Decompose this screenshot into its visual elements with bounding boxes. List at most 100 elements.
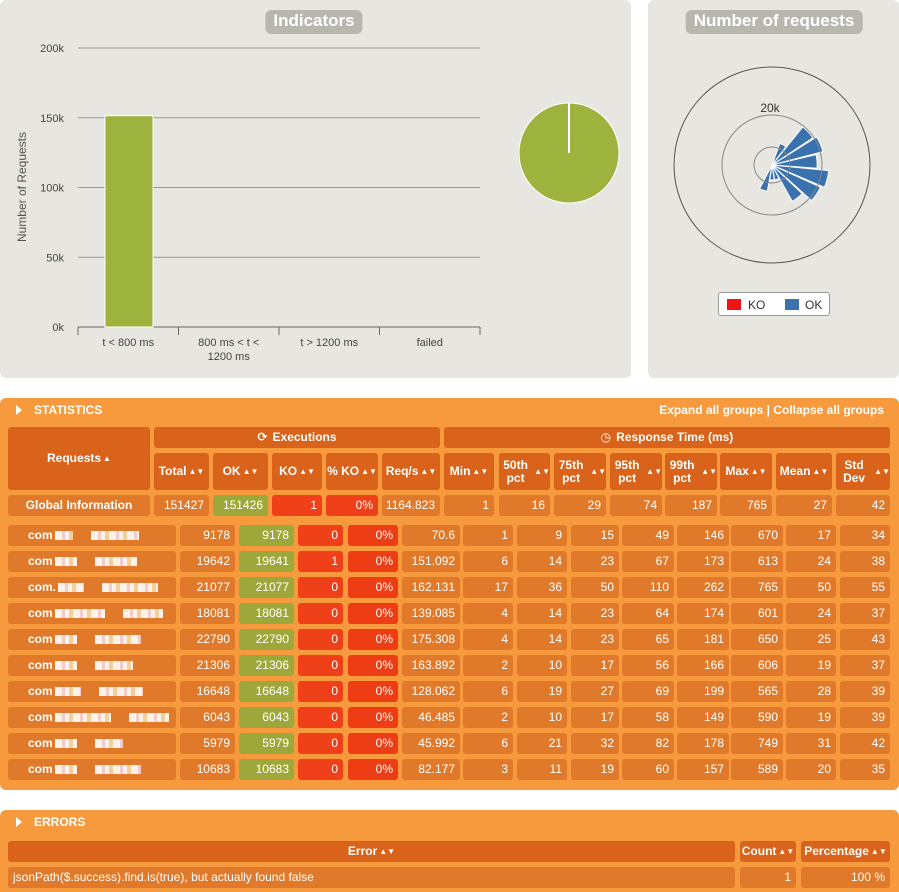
request-name-cell[interactable]: com	[8, 707, 176, 728]
row-cell-req-s: 128.062	[402, 681, 460, 702]
request-name-cell[interactable]: com	[8, 551, 176, 572]
group-separator: |	[763, 403, 774, 417]
legend-ko-swatch	[727, 299, 741, 310]
row-cell-ok: 6043	[239, 707, 294, 728]
indicators-title: Indicators	[265, 10, 363, 34]
request-name-cell[interactable]: com	[8, 733, 176, 754]
row-cell-50th-pct: 14	[517, 629, 567, 650]
column-header-ko[interactable]: KO ▲▼	[272, 453, 322, 490]
sort-asc-icon: ▲	[103, 454, 111, 463]
row-cell-max: 749	[731, 733, 783, 754]
polar-bar-2[interactable]	[771, 126, 814, 166]
column-header-max[interactable]: Max ▲▼	[720, 453, 772, 490]
column-header-req-s[interactable]: Req/s ▲▼	[382, 453, 440, 490]
requests-chart-area	[648, 42, 899, 332]
request-name: com	[28, 736, 53, 750]
percentage-column-header[interactable]: Percentage ▲▼	[801, 841, 890, 862]
collapse-triangle-icon[interactable]	[16, 405, 22, 415]
polar-bar-3[interactable]	[771, 136, 824, 166]
row-cell-min: 17	[463, 577, 513, 598]
request-name-cell[interactable]: com.	[8, 577, 176, 598]
row-cell-req-s: 82.177	[402, 759, 460, 780]
request-name-cell[interactable]: com	[8, 681, 176, 702]
row-cell--ko: 0%	[348, 733, 398, 754]
count-column-header[interactable]: Count ▲▼	[740, 841, 796, 862]
redacted-text	[94, 765, 141, 775]
row-cell-95th-pct: 69	[622, 681, 674, 702]
column-header-min[interactable]: Min ▲▼	[444, 453, 494, 490]
row-cell--ko: 0%	[348, 707, 398, 728]
polar-bar-4[interactable]	[771, 154, 818, 169]
error-column-header[interactable]: Error ▲▼	[8, 841, 735, 862]
legend-ok-swatch	[785, 299, 799, 310]
row-cell-95th-pct: 67	[622, 551, 674, 572]
row-cell-ko: 0	[298, 681, 343, 702]
row-cell-max: 606	[731, 655, 783, 676]
request-name-cell[interactable]: com	[8, 655, 176, 676]
group-controls: Expand all groups | Collapse all groups	[659, 403, 884, 417]
errors-collapse-triangle-icon[interactable]	[16, 817, 22, 827]
row-cell-total: 21077	[180, 577, 235, 598]
legend-ok-label[interactable]: OK	[805, 298, 823, 312]
row-cell-75th-pct: 23	[571, 629, 619, 650]
indicators-bar-chart: 0k 50k 100k 150k 200k t < 800 ms 800 ms < t <1…	[40, 43, 481, 363]
polar-grid-ring	[721, 114, 823, 216]
row-cell-75th-pct: 23	[571, 551, 619, 572]
refresh-icon: ⟳	[257, 430, 268, 444]
number-of-requests-title: Number of requests	[685, 10, 863, 34]
redacted-text	[94, 661, 133, 671]
polar-bar-5[interactable]	[771, 164, 830, 188]
global-cell-std-dev: 42	[836, 495, 890, 516]
collapse-all-groups-link[interactable]: Collapse all groups	[773, 403, 884, 417]
column-header-std-dev[interactable]: Std Dev ▲▼	[836, 453, 890, 490]
row-cell--ko: 0%	[348, 655, 398, 676]
errors-header[interactable]: ERRORS	[0, 810, 899, 834]
row-cell-50th-pct: 9	[517, 525, 567, 546]
global-cell-ko: 1	[272, 495, 322, 516]
column-header-95th-pct[interactable]: 95th pct ▲▼	[610, 453, 662, 490]
row-cell-50th-pct: 10	[517, 707, 567, 728]
statistics-title: STATISTICS	[34, 403, 103, 417]
global-cell-50th-pct: 16	[499, 495, 550, 516]
polar-bar-10[interactable]	[758, 164, 773, 192]
row-cell-75th-pct: 27	[571, 681, 619, 702]
redacted-text	[54, 635, 77, 645]
polar-bar-7[interactable]	[771, 164, 803, 203]
request-name-cell[interactable]: com	[8, 629, 176, 650]
polar-bar-1[interactable]	[771, 142, 787, 166]
column-header-99th-pct[interactable]: 99th pct ▲▼	[665, 453, 717, 490]
legend-ko-label[interactable]: KO	[748, 298, 766, 312]
redacted-text	[54, 765, 77, 775]
polar-bar-6[interactable]	[771, 164, 822, 202]
row-cell-75th-pct: 50	[571, 577, 619, 598]
row-cell-mean: 17	[786, 525, 836, 546]
row-cell-total: 10683	[180, 759, 235, 780]
request-name: com	[28, 554, 53, 568]
column-header-total[interactable]: Total ▲▼	[154, 453, 209, 490]
row-cell-99th-pct: 181	[677, 629, 729, 650]
column-header-ok[interactable]: OK ▲▼	[213, 453, 268, 490]
expand-all-groups-link[interactable]: Expand all groups	[659, 403, 764, 417]
row-cell-50th-pct: 11	[517, 759, 567, 780]
row-cell-req-s: 175.308	[402, 629, 460, 650]
column-header--ko[interactable]: % KO ▲▼	[326, 453, 378, 490]
row-cell-total: 5979	[180, 733, 235, 754]
request-name-cell[interactable]: com	[8, 525, 176, 546]
row-cell-99th-pct: 149	[677, 707, 729, 728]
column-header-mean[interactable]: Mean ▲▼	[776, 453, 832, 490]
column-header-50th-pct[interactable]: 50th pct ▲▼	[499, 453, 550, 490]
redacted-text	[90, 531, 139, 541]
row-cell-99th-pct: 199	[677, 681, 729, 702]
column-header-75th-pct[interactable]: 75th pct ▲▼	[554, 453, 606, 490]
row-cell-std-dev: 39	[840, 681, 890, 702]
row-cell-mean: 19	[786, 655, 836, 676]
row-cell-max: 590	[731, 707, 783, 728]
statistics-header[interactable]: STATISTICS Expand all groups | Collapse …	[0, 398, 899, 422]
request-name-cell[interactable]: com	[8, 603, 176, 624]
sort-icon: ▲▼	[750, 467, 767, 476]
requests-column-header[interactable]: Requests ▲	[8, 427, 150, 490]
row-cell-ok: 18081	[239, 603, 294, 624]
row-cell-total: 21306	[180, 655, 235, 676]
request-name-cell[interactable]: com	[8, 759, 176, 780]
row-cell-75th-pct: 32	[571, 733, 619, 754]
